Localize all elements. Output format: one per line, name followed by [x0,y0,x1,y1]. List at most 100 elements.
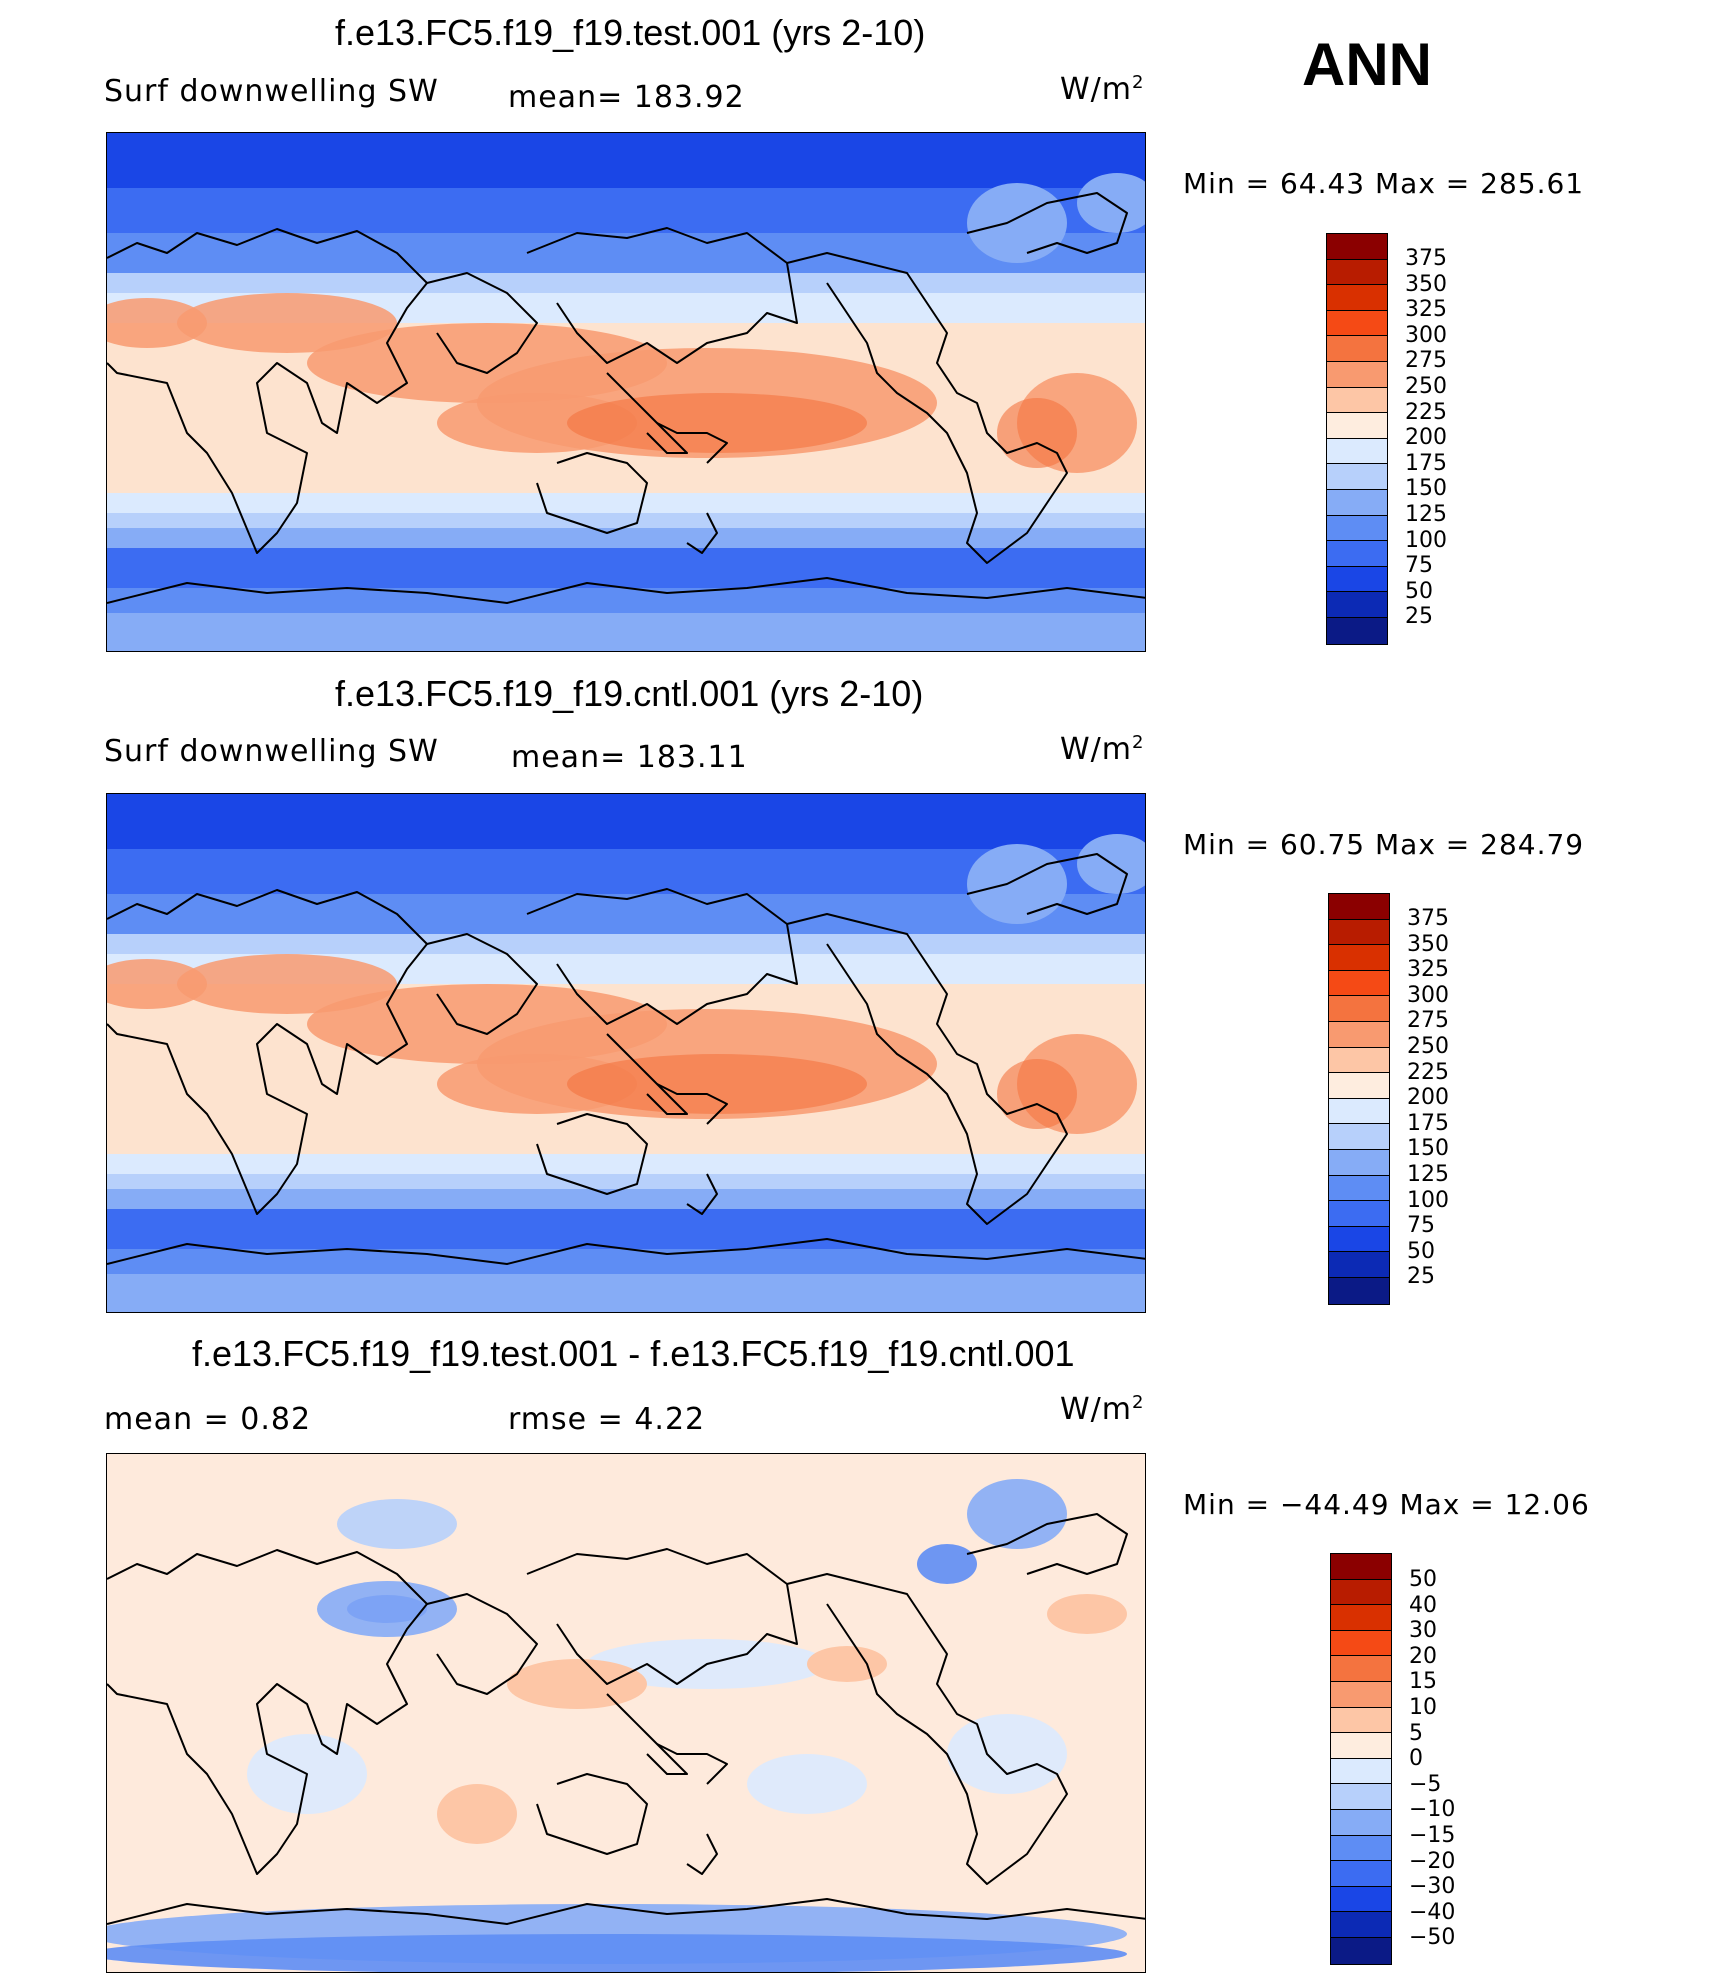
panel2-colorbar [1328,893,1390,1305]
panel1-colorbar-labels: 375 350 325 300 275 250 225 200 175 150 125 100 75 50… [1405,246,1447,630]
colorbar-tick-label: 300 [1405,322,1447,348]
panel3-rmse-label: rmse = 4.22 [508,1402,706,1437]
colorbar-swatch [1331,1554,1391,1580]
colorbar-swatch [1331,1758,1391,1785]
colorbar-tick-label: 75 [1407,1213,1435,1239]
colorbar-tick-label: −20 [1409,1848,1456,1874]
coastlines [107,1513,1145,1925]
map-field [107,1454,1145,1972]
colorbar-swatch [1329,1175,1389,1202]
colorbar-tick-label: 5 [1409,1720,1423,1746]
colorbar-tick-label: 10 [1409,1694,1437,1720]
colorbar-swatch [1327,361,1387,388]
colorbar-tick-label: 150 [1407,1136,1449,1162]
panel1-title: f.e13.FC5.f19_f19.test.001 (yrs 2-10) [335,12,926,53]
colorbar-swatch [1331,1681,1391,1708]
colorbar-swatch [1329,970,1389,997]
colorbar-swatch [1327,310,1387,337]
colorbar-swatch [1331,1937,1391,1964]
colorbar-swatch [1329,996,1389,1022]
colorbar-tick-label: −5 [1409,1771,1442,1797]
season-label: ANN [1302,31,1432,98]
colorbar-swatch [1331,1784,1391,1810]
panel2-colorbar-labels: 375 350 325 300 275 250 225 200 175 150 125 100 75 50… [1407,906,1449,1290]
colorbar-swatch [1331,1707,1391,1734]
colorbar-tick-label: 125 [1405,501,1447,527]
colorbar-swatch [1327,617,1387,644]
colorbar-tick-label: 225 [1405,399,1447,425]
colorbar-swatch [1331,1579,1391,1606]
colorbar-tick-label: 25 [1407,1264,1435,1290]
colorbar-swatch [1327,259,1387,286]
colorbar-swatch [1327,336,1387,362]
panel1-min-max: Min = 64.43 Max = 285.61 [1183,167,1585,200]
colorbar-swatch [1329,1201,1389,1227]
panel2-mean-label: mean= 183.11 [511,740,748,775]
colorbar-tick-label: 275 [1405,348,1447,374]
panel3-colorbar [1330,1553,1392,1965]
colorbar-swatch [1329,1277,1389,1304]
colorbar-swatch [1329,1021,1389,1048]
colorbar-tick-label: −40 [1409,1899,1456,1925]
colorbar-swatch [1327,566,1387,593]
colorbar-tick-label: −15 [1409,1822,1456,1848]
map-field [107,133,1145,651]
colorbar-swatch [1329,919,1389,946]
map-field [107,794,1145,1312]
panel3-map [106,1453,1146,1973]
colorbar-tick-label: 150 [1405,476,1447,502]
colorbar-tick-label: 50 [1409,1567,1437,1592]
panel1-units: W/m2 [1060,72,1145,107]
colorbar-tick-label: 375 [1407,906,1449,931]
panel2-variable-label: Surf downwelling SW [104,734,439,769]
colorbar-swatch [1327,285,1387,311]
colorbar-tick-label: 250 [1405,373,1447,399]
panel2-min-max: Min = 60.75 Max = 284.79 [1183,828,1585,861]
colorbar-swatch [1331,1630,1391,1657]
colorbar-tick-label: 175 [1407,1110,1449,1136]
colorbar-swatch [1331,1809,1391,1836]
colorbar-swatch [1331,1656,1391,1682]
colorbar-tick-label: 250 [1407,1033,1449,1059]
colorbar-swatch [1329,1073,1389,1099]
colorbar-swatch [1327,464,1387,490]
colorbar-tick-label: −10 [1409,1797,1456,1823]
colorbar-tick-label: −30 [1409,1874,1456,1900]
panel1-map [106,132,1146,652]
colorbar-tick-label: 15 [1409,1669,1437,1695]
colorbar-tick-label: 75 [1405,553,1433,579]
panel3-colorbar-labels: 50 40 30 20 15 10 5 0 −5 −10 −15 −20 −30 −40 −50 [1409,1567,1455,1951]
colorbar-swatch [1331,1835,1391,1862]
colorbar-tick-label: 350 [1405,271,1447,297]
colorbar-swatch [1331,1605,1391,1631]
colorbar-tick-label: 25 [1405,604,1433,630]
colorbar-swatch [1327,592,1387,618]
colorbar-tick-label: 30 [1409,1618,1437,1644]
colorbar-swatch [1329,1098,1389,1125]
coastlines [107,192,1145,604]
colorbar-swatch [1327,438,1387,465]
colorbar-tick-label: 275 [1407,1008,1449,1034]
colorbar-tick-label: 50 [1405,578,1433,604]
colorbar-swatch [1327,413,1387,439]
colorbar-swatch [1327,541,1387,567]
panel3-min-max: Min = −44.49 Max = 12.06 [1183,1488,1590,1521]
colorbar-tick-label: 375 [1405,246,1447,271]
colorbar-tick-label: 50 [1407,1238,1435,1264]
colorbar-swatch [1327,234,1387,260]
colorbar-swatch [1331,1733,1391,1759]
colorbar-swatch [1329,1047,1389,1074]
colorbar-tick-label: 325 [1407,957,1449,983]
colorbar-swatch [1331,1861,1391,1887]
coastlines [107,853,1145,1265]
colorbar-swatch [1327,387,1387,414]
colorbar-tick-label: 0 [1409,1746,1423,1772]
panel3-title: f.e13.FC5.f19_f19.test.001 - f.e13.FC5.f… [192,1333,1075,1374]
colorbar-swatch [1331,1886,1391,1913]
panel1-variable-label: Surf downwelling SW [104,74,439,109]
colorbar-swatch [1329,894,1389,920]
colorbar-tick-label: 200 [1407,1085,1449,1111]
colorbar-tick-label: 300 [1407,982,1449,1008]
colorbar-swatch [1329,1149,1389,1176]
colorbar-swatch [1327,489,1387,516]
